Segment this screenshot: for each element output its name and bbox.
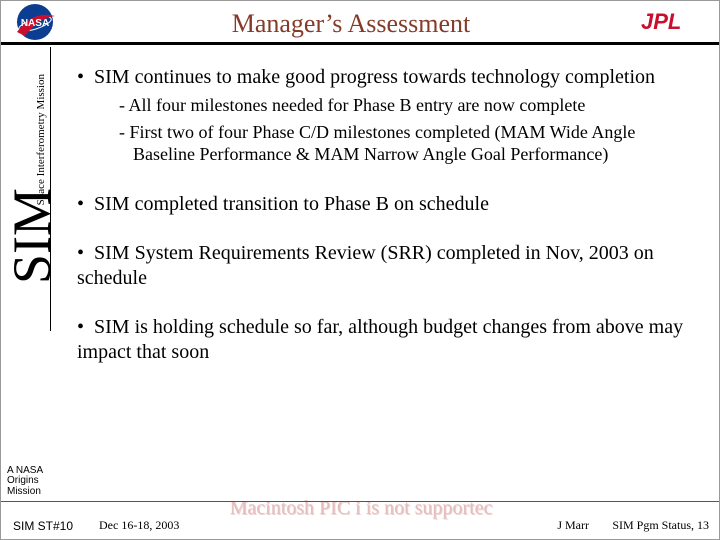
- bullet-level-1: SIM System Requirements Review (SRR) com…: [77, 241, 701, 291]
- bullet-level-1: SIM continues to make good progress towa…: [77, 65, 701, 90]
- jpl-logo-icon: JPL: [639, 0, 713, 44]
- origins-tag: A NASA Origins Mission: [7, 466, 43, 498]
- bullet-dot-icon: [77, 316, 94, 338]
- body-content: SIM continues to make good progress towa…: [61, 59, 701, 469]
- bullet-dot-icon: [77, 193, 94, 215]
- footer-date: Dec 16-18, 2003: [99, 518, 179, 533]
- svg-text:JPL: JPL: [641, 9, 681, 34]
- bullet-text: SIM completed transition to Phase B on s…: [94, 193, 489, 215]
- bullet-level-1: SIM completed transition to Phase B on s…: [77, 192, 701, 217]
- bullet-dot-icon: [77, 66, 94, 88]
- spacer: [61, 170, 701, 186]
- footer-bar: SIM ST#10 Dec 16-18, 2003 J Marr SIM Pgm…: [1, 501, 719, 539]
- bullet-level-2: All four milestones needed for Phase B e…: [119, 94, 701, 117]
- mission-vertical-label: Space Interferometry Mission: [35, 74, 47, 205]
- footer-page: SIM Pgm Status, 13: [612, 518, 709, 533]
- bullet-level-1: SIM is holding schedule so far, although…: [77, 315, 701, 365]
- bullet-text: SIM is holding schedule so far, although…: [77, 316, 683, 363]
- spacer: [61, 293, 701, 309]
- footer-author: J Marr: [557, 518, 589, 533]
- nasa-logo-icon: NASA: [7, 0, 63, 44]
- vertical-divider: [50, 47, 51, 331]
- bullet-text: SIM System Requirements Review (SRR) com…: [77, 242, 654, 289]
- sim-vertical-label: SIM: [1, 188, 63, 284]
- spacer: [61, 219, 701, 235]
- bullet-level-2: First two of four Phase C/D milestones c…: [119, 121, 701, 166]
- bullet-dot-icon: [77, 242, 94, 264]
- svg-text:NASA: NASA: [21, 18, 49, 29]
- header-bar: NASA Manager’s Assessment JPL: [1, 1, 719, 45]
- left-rail: SIM Space Interferometry Mission: [1, 48, 55, 478]
- bullet-text: SIM continues to make good progress towa…: [94, 66, 655, 88]
- origins-line: Origins: [7, 476, 43, 487]
- footer-doc-id: SIM ST#10: [13, 519, 73, 533]
- slide-title: Manager’s Assessment: [63, 5, 639, 39]
- origins-line: Mission: [7, 487, 43, 498]
- slide: NASA Manager’s Assessment JPL SIM Space …: [0, 0, 720, 540]
